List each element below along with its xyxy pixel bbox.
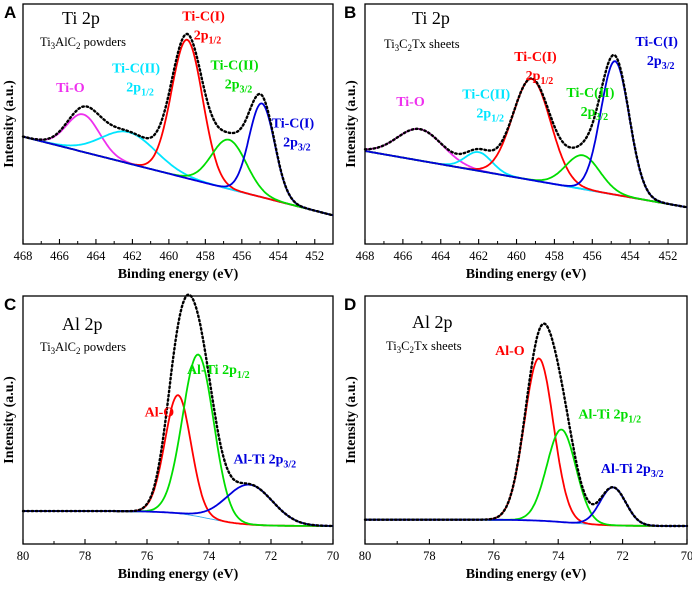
panel-B: 468 466 464 462 460 458 456 454 452 Binding energ… — [344, 3, 689, 282]
panel-D: 80 78 76 74 72 70 Binding energy (eV) Intensity… — [344, 295, 692, 582]
peak-sublabel: 2p1/2 — [194, 28, 222, 46]
x-tick-label: 468 — [356, 249, 375, 263]
x-tick-label: 468 — [14, 249, 33, 263]
peak-label: Ti-C(II) — [112, 61, 160, 76]
peak-label: Ti-C(II) — [462, 88, 510, 103]
peak-label: Ti-C(I) — [514, 50, 557, 65]
peak-curve-2 — [23, 483, 333, 527]
peak-label: Ti-C(I) — [182, 9, 225, 24]
x-tick-label: 74 — [203, 549, 216, 563]
x-tick-label: 76 — [488, 549, 501, 563]
envelope-curve — [363, 53, 689, 209]
x-tick-label: 72 — [265, 549, 278, 563]
x-tick-label: 456 — [232, 249, 251, 263]
peak-sublabel: 2p1/2 — [526, 69, 554, 87]
x-tick-label: 466 — [394, 249, 413, 263]
x-tick-label: 462 — [123, 249, 142, 263]
panel-letter: A — [4, 3, 16, 22]
x-tick-label: 454 — [269, 249, 289, 263]
x-axis-title: Binding energy (eV) — [466, 267, 587, 282]
x-tick-label: 454 — [621, 249, 641, 263]
x-axis-title: Binding energy (eV) — [118, 567, 239, 582]
x-tick-label: 72 — [616, 549, 629, 563]
envelope-curve — [21, 293, 335, 528]
x-tick-label: 78 — [79, 549, 92, 563]
peak-sublabel: 2p3/2 — [283, 136, 311, 154]
x-axis-title: Binding energy (eV) — [466, 567, 587, 582]
peak-label: Ti-C(I) — [272, 117, 315, 132]
panel-letter: B — [344, 3, 356, 22]
spectrum-title: Ti 2p — [62, 8, 100, 28]
sample-subtitle: Ti3C2Tx sheets — [386, 339, 462, 355]
x-tick-label: 460 — [507, 249, 526, 263]
x-tick-label: 458 — [196, 249, 215, 263]
peak-label: Al-O — [495, 344, 525, 359]
peak-label: Ti-O — [56, 81, 85, 96]
spectrum-title: Ti 2p — [412, 8, 450, 28]
peak-sublabel: 2p1/2 — [126, 80, 154, 98]
peak-label: Al-Ti 2p3/2 — [601, 462, 664, 480]
sample-subtitle: Ti3AlC2 powders — [40, 35, 126, 51]
x-tick-label: 456 — [583, 249, 602, 263]
peak-curve-1 — [365, 428, 687, 527]
x-tick-label: 452 — [305, 249, 324, 263]
peak-label: Ti-C(II) — [566, 86, 614, 101]
x-tick-label: 76 — [141, 549, 154, 563]
y-axis-title: Intensity (a.u.) — [344, 80, 359, 168]
x-tick-label: 462 — [469, 249, 488, 263]
sample-subtitle: Ti3AlC2 powders — [40, 340, 126, 356]
panel-letter: D — [344, 295, 356, 314]
x-tick-label: 458 — [545, 249, 564, 263]
peak-label: Al-Ti 2p1/2 — [578, 407, 641, 425]
peak-label: Ti-O — [396, 95, 425, 110]
peak-curve-0 — [365, 357, 687, 527]
peak-sublabel: 2p3/2 — [225, 78, 253, 96]
x-tick-label: 464 — [87, 249, 107, 263]
x-axis-title: Binding energy (eV) — [118, 267, 239, 282]
x-tick-label: 80 — [17, 549, 30, 563]
panel-A: 468 466 464 462 460 458 456 454 452 Binding energ… — [2, 3, 335, 282]
x-tick-label: 70 — [681, 549, 692, 563]
plot-frame — [22, 3, 334, 245]
x-tick-label: 80 — [359, 549, 372, 563]
peak-curve-1 — [23, 353, 333, 527]
peak-label: Ti-C(II) — [211, 59, 259, 74]
spectrum-title: Al 2p — [62, 314, 103, 334]
y-axis-title: Intensity (a.u.) — [344, 376, 359, 464]
sample-subtitle: Ti3C2Tx sheets — [384, 37, 460, 53]
peak-label: Ti-C(I) — [635, 35, 678, 50]
panel-letter: C — [4, 295, 16, 314]
plot-frame — [364, 3, 688, 245]
x-tick-label: 70 — [327, 549, 340, 563]
peak-sublabel: 2p1/2 — [476, 107, 504, 125]
peak-sublabel: 2p3/2 — [581, 105, 609, 123]
x-tick-label: 460 — [160, 249, 179, 263]
peak-label: Al-Ti 2p3/2 — [233, 453, 296, 471]
peak-sublabel: 2p3/2 — [647, 54, 675, 72]
peak-label: Al-Ti 2p1/2 — [187, 363, 250, 381]
peak-label: Al-O — [145, 405, 175, 420]
x-tick-label: 74 — [552, 549, 565, 563]
y-axis-title: Intensity (a.u.) — [2, 376, 17, 464]
x-tick-label: 464 — [431, 249, 451, 263]
y-axis-title: Intensity (a.u.) — [2, 80, 17, 168]
x-tick-label: 78 — [423, 549, 436, 563]
envelope-curve — [363, 322, 689, 528]
panel-C: 80 78 76 74 72 70 Binding energy (eV) Intensity… — [2, 293, 340, 582]
x-tick-label: 452 — [659, 249, 678, 263]
x-tick-label: 466 — [50, 249, 69, 263]
spectrum-title: Al 2p — [412, 312, 453, 332]
envelope-curve — [21, 32, 335, 217]
